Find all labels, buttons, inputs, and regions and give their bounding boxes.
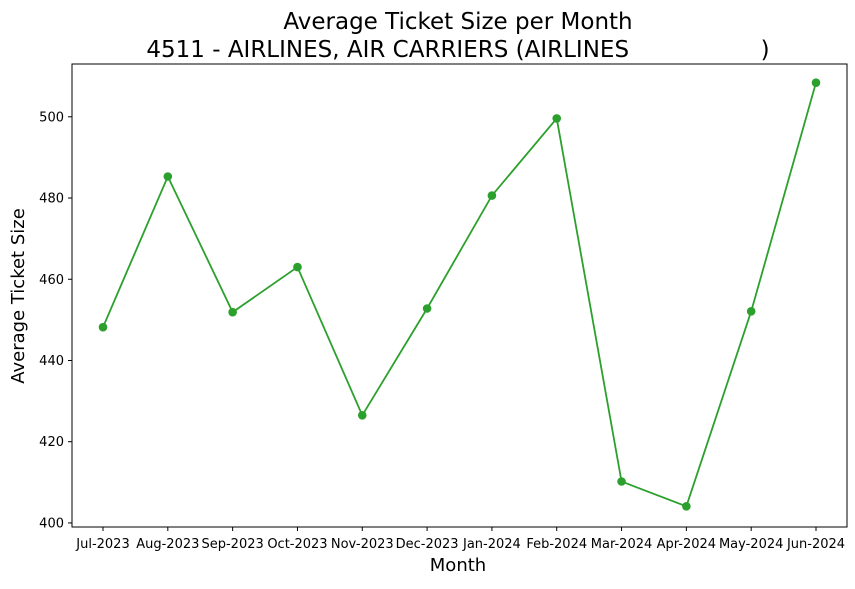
x-tick-label: Aug-2023	[136, 537, 199, 552]
x-tick-label: May-2024	[719, 537, 783, 552]
data-point	[422, 304, 432, 313]
data-point	[487, 191, 497, 200]
x-tick-label: Oct-2023	[267, 537, 327, 552]
x-tick-label: Feb-2024	[526, 537, 587, 552]
chart-subtitle: 4511 - AIRLINES, AIR CARRIERS (AIRLINES …	[146, 37, 769, 63]
series-line	[102, 82, 817, 508]
x-tick-label: Jan-2024	[462, 537, 521, 552]
data-point	[357, 411, 367, 420]
y-tick-label: 460	[39, 273, 64, 288]
y-axis: 400 420 440 460 480 500	[39, 110, 72, 531]
y-tick-label: 480	[39, 192, 64, 207]
x-tick-label: Dec-2023	[396, 537, 459, 552]
x-tick-label: Jul-2023	[75, 537, 129, 552]
data-point	[682, 501, 691, 511]
x-tick-label: Sep-2023	[201, 537, 263, 552]
x-axis: Jul-2023 Aug-2023 Sep-2023 Oct-2023 Nov-2023…	[75, 527, 845, 552]
y-tick-label: 400	[39, 516, 64, 531]
x-tick-label: Jun-2024	[786, 537, 845, 552]
data-point	[228, 307, 237, 317]
data-point	[293, 262, 302, 272]
data-point	[617, 477, 626, 486]
chart-title: Average Ticket Size per Month	[283, 9, 632, 35]
y-tick-label: 420	[39, 435, 64, 450]
data-point	[163, 172, 173, 181]
data-point	[811, 78, 821, 87]
y-axis-label: Average Ticket Size	[8, 208, 29, 384]
plot-area-frame	[71, 63, 848, 528]
x-tick-label: Mar-2024	[591, 537, 652, 552]
x-tick-label: Nov-2023	[331, 537, 394, 552]
y-tick-label: 440	[39, 354, 64, 369]
data-point	[552, 114, 562, 123]
y-tick-label: 500	[39, 110, 64, 125]
data-point	[746, 307, 756, 316]
x-tick-label: Apr-2024	[657, 537, 716, 552]
data-point	[98, 322, 108, 332]
x-axis-label: Month	[430, 555, 486, 576]
series-layer	[98, 78, 821, 511]
